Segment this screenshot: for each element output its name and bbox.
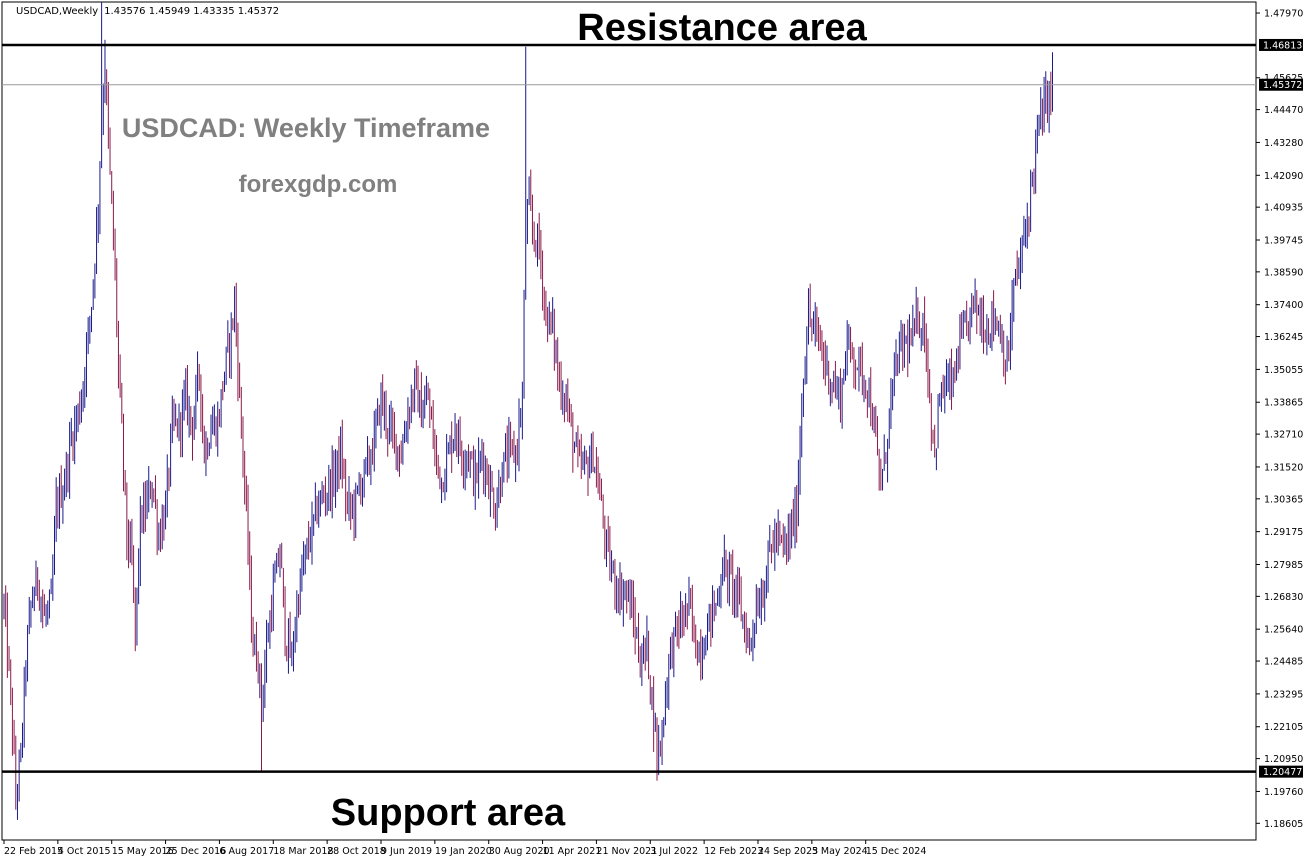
x-tick-label: 22 Feb 2015 xyxy=(4,846,63,857)
price-axis: 1.479701.456251.444701.432801.420901.409… xyxy=(1256,9,1303,830)
watermark-site: forexgdp.com xyxy=(239,171,398,198)
y-tick-label: 1.32710 xyxy=(1264,430,1303,441)
y-tick-label: 1.36245 xyxy=(1264,332,1303,343)
svg-text:1.20477: 1.20477 xyxy=(1263,767,1302,778)
x-tick-label: 15 Dec 2024 xyxy=(866,846,927,857)
y-tick-label: 1.43280 xyxy=(1264,138,1303,149)
y-tick-label: 1.35055 xyxy=(1264,365,1303,376)
x-tick-label: 19 Jan 2020 xyxy=(435,846,492,857)
y-tick-label: 1.42090 xyxy=(1264,171,1303,182)
y-tick-label: 1.19760 xyxy=(1264,787,1303,798)
x-tick-label: 6 Aug 2017 xyxy=(219,846,274,857)
y-tick-label: 1.20950 xyxy=(1264,754,1303,765)
svg-text:1.46813: 1.46813 xyxy=(1263,40,1302,51)
x-tick-label: 28 Oct 2018 xyxy=(327,846,386,857)
x-tick-label: 25 Dec 2016 xyxy=(166,846,227,857)
y-tick-label: 1.37400 xyxy=(1264,300,1303,311)
x-tick-label: 24 Sep 2023 xyxy=(758,846,818,857)
y-tick-label: 1.44470 xyxy=(1264,105,1303,116)
y-tick-label: 1.30365 xyxy=(1264,494,1303,505)
y-tick-label: 1.27985 xyxy=(1264,560,1303,571)
x-tick-label: 30 Aug 2020 xyxy=(489,846,550,857)
watermark-title: USDCAD: Weekly Timeframe xyxy=(122,113,490,143)
y-tick-label: 1.25640 xyxy=(1264,625,1303,636)
y-tick-label: 1.38590 xyxy=(1264,267,1303,278)
x-tick-label: 21 Nov 2021 xyxy=(596,846,657,857)
y-tick-label: 1.33865 xyxy=(1264,398,1303,409)
resistance-label: Resistance area xyxy=(577,7,867,49)
x-tick-label: 18 Mar 2018 xyxy=(273,846,333,857)
y-tick-label: 1.31520 xyxy=(1264,462,1303,473)
support-price-tag: 1.20477 xyxy=(1259,765,1303,778)
y-tick-label: 1.26830 xyxy=(1264,592,1303,603)
support-label: Support area xyxy=(331,792,566,834)
y-tick-label: 1.18605 xyxy=(1264,819,1303,830)
y-tick-label: 1.39745 xyxy=(1264,235,1303,246)
y-tick-label: 1.47970 xyxy=(1264,9,1303,20)
price-bars xyxy=(3,2,1054,820)
resistance-price-tag: 1.46813 xyxy=(1259,38,1303,51)
symbol-header: USDCAD,Weekly 1.43576 1.45949 1.43335 1.4… xyxy=(16,6,279,17)
x-tick-label: 11 Apr 2021 xyxy=(543,846,602,857)
y-tick-label: 1.22105 xyxy=(1264,722,1303,733)
y-tick-label: 1.40935 xyxy=(1264,203,1303,214)
current-price-tag: 1.45372 xyxy=(1259,78,1303,91)
y-tick-label: 1.29175 xyxy=(1264,527,1303,538)
x-tick-label: 5 May 2024 xyxy=(812,846,868,857)
x-tick-label: 3 Jul 2022 xyxy=(650,846,698,857)
x-tick-label: 9 Jun 2019 xyxy=(381,846,432,857)
x-tick-label: 4 Oct 2015 xyxy=(58,846,111,857)
svg-text:1.45372: 1.45372 xyxy=(1263,80,1302,91)
y-tick-label: 1.24485 xyxy=(1264,657,1303,668)
plot-frame xyxy=(1,1,1257,841)
y-tick-label: 1.23295 xyxy=(1264,689,1303,700)
x-tick-label: 12 Feb 2023 xyxy=(704,846,763,857)
x-tick-label: 15 May 2016 xyxy=(112,846,174,857)
